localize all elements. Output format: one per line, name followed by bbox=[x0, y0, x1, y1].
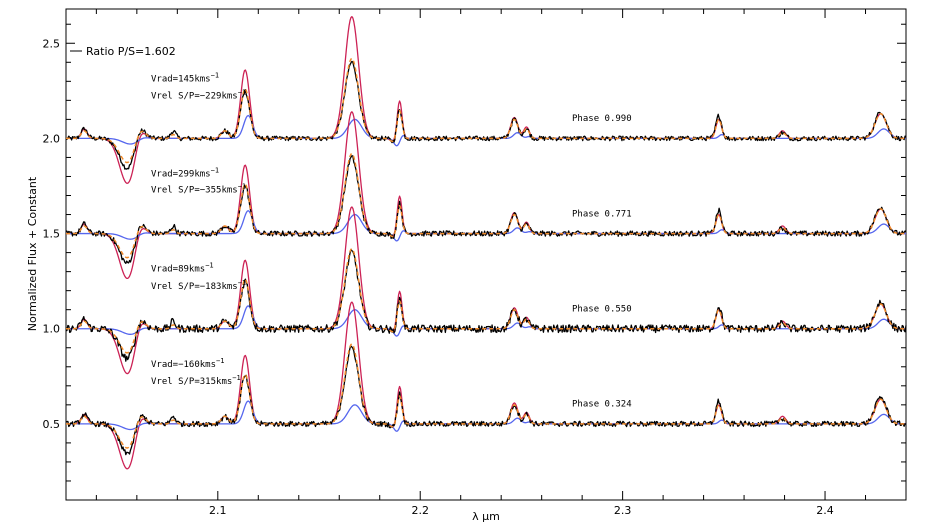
y-tick-label: 2.0 bbox=[43, 132, 61, 145]
x-tick-label: 2.1 bbox=[209, 504, 227, 517]
phase-label: Phase 0.324 bbox=[572, 400, 632, 410]
y-tick-label: 1.0 bbox=[43, 323, 61, 336]
vrel-label: Vrel S/P=−229kms−1 bbox=[151, 88, 246, 101]
spectrum-3 bbox=[65, 301, 907, 470]
vrel-label: Vrel S/P=315kms−1 bbox=[151, 374, 241, 387]
combined-model-line bbox=[66, 343, 906, 449]
y-tick-label: 1.5 bbox=[43, 228, 61, 241]
x-tick-label: 2.2 bbox=[411, 504, 429, 517]
phase-label: Phase 0.771 bbox=[572, 209, 632, 219]
plot-frame bbox=[65, 8, 907, 501]
ratio-label: Ratio P/S=1.602 bbox=[86, 45, 176, 58]
secondary-model-line bbox=[66, 114, 907, 147]
secondary-model-line bbox=[66, 400, 906, 432]
y-tick-label: 2.5 bbox=[43, 37, 61, 50]
vrad-label: Vrad=145kms−1 bbox=[151, 71, 219, 84]
x-axis-label: λ μm bbox=[472, 510, 500, 523]
vrad-label: Vrad=299kms−1 bbox=[151, 166, 219, 179]
combined-model-line bbox=[66, 57, 906, 164]
vrel-label: Vrel S/P=−183kms−1 bbox=[151, 279, 246, 292]
y-axis-label: Normalized Flux + Constant bbox=[26, 176, 39, 331]
secondary-model-line bbox=[66, 305, 907, 337]
secondary-model-line bbox=[66, 210, 906, 242]
series-group bbox=[65, 15, 907, 470]
axis-ticks: 2.1 2.2 2.3 2.4 0.5 1.0 1.5 2.0 2.5 bbox=[43, 9, 907, 517]
x-tick-label: 2.4 bbox=[816, 504, 834, 517]
observed-spectrum-line bbox=[65, 60, 907, 170]
phase-label: Phase 0.550 bbox=[572, 304, 632, 314]
combined-model-line bbox=[66, 248, 906, 354]
vrel-label: Vrel S/P=−355kms−1 bbox=[151, 183, 246, 196]
x-tick-label: 2.3 bbox=[614, 504, 632, 517]
spectrum-2 bbox=[65, 206, 907, 375]
phase-label: Phase 0.990 bbox=[572, 114, 632, 124]
combined-model-line bbox=[66, 152, 906, 259]
vrad-label: Vrad=−160kms−1 bbox=[151, 357, 224, 370]
annotations-group: Vrad=145kms−1 Vrel S/P=−229kms−1 Phase 0.9… bbox=[151, 71, 632, 409]
vrad-label: Vrad=89kms−1 bbox=[151, 262, 214, 275]
spectrum-0 bbox=[65, 15, 907, 184]
spectrum-1 bbox=[65, 111, 907, 280]
y-tick-label: 0.5 bbox=[43, 418, 61, 431]
